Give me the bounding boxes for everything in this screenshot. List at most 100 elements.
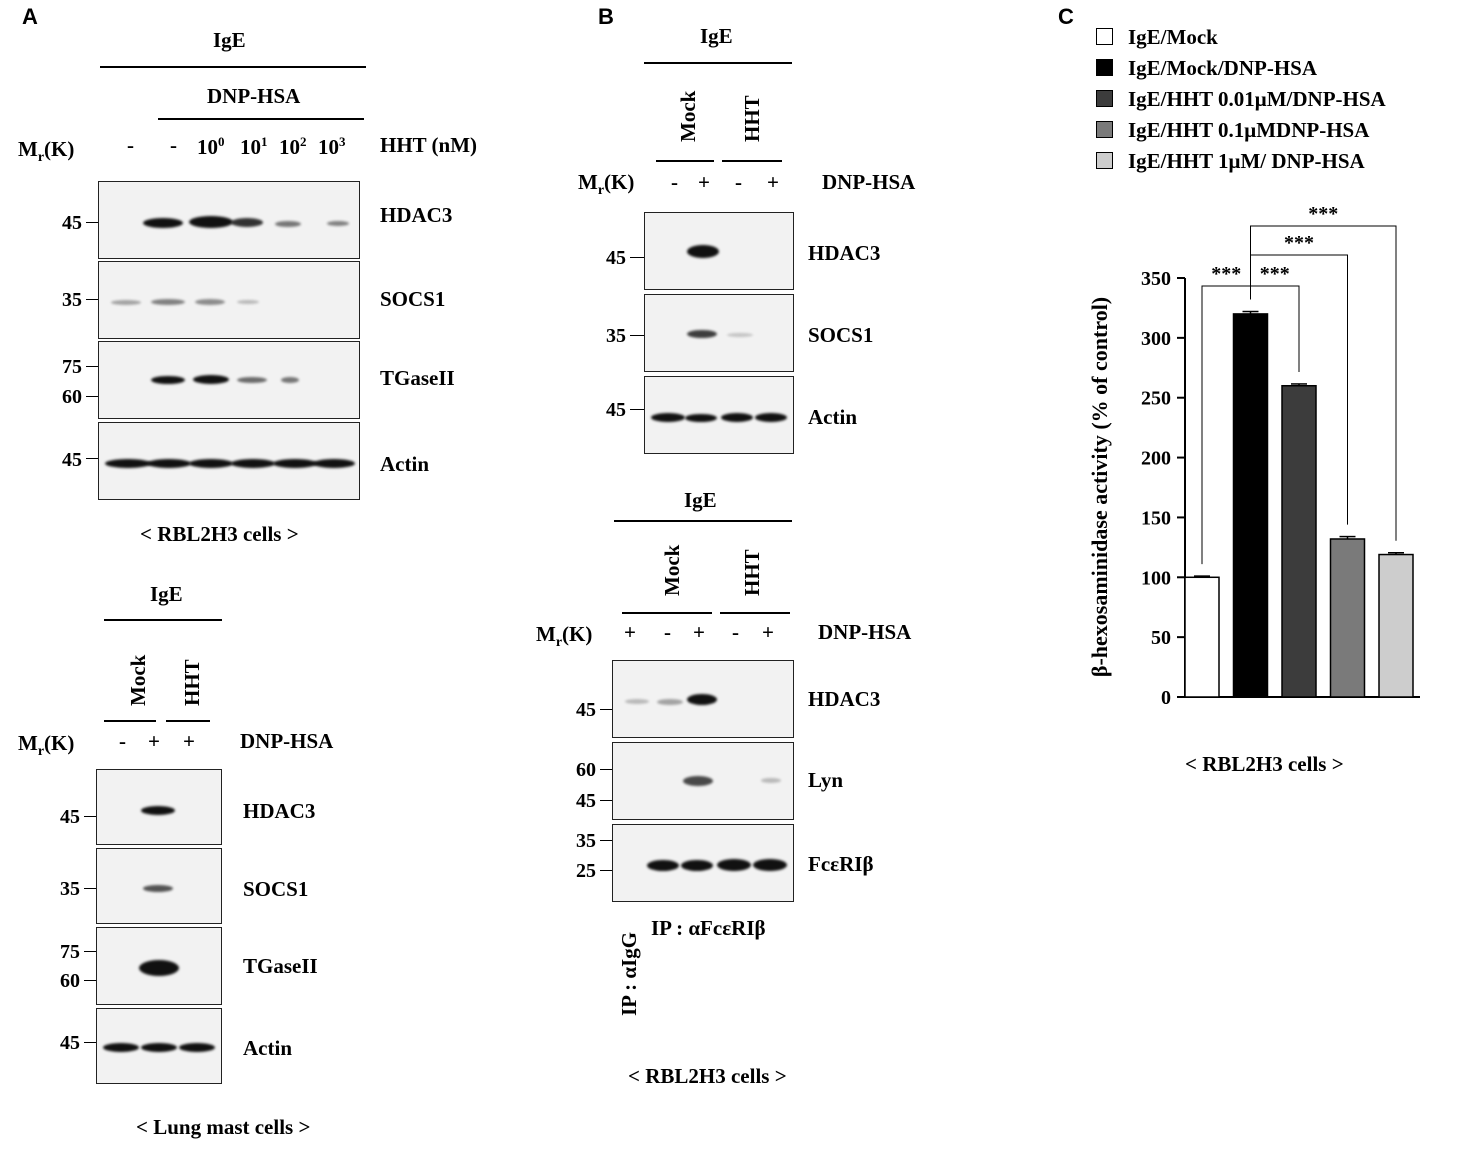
y-tick-label: 100 [1141,567,1171,589]
band [179,1043,215,1052]
a-bottom-mock-line [104,720,156,722]
a-bottom-protein-socs1: SOCS1 [243,877,309,901]
band [727,333,753,337]
band [141,806,175,815]
b-top-group-mock: Mock [676,90,700,142]
a-bottom-mw-actin: 45 [60,1032,80,1054]
band [237,300,259,304]
band [687,694,717,705]
b-top-mock-line [656,160,714,162]
significance-label: *** [1260,263,1290,285]
significance-label: *** [1211,263,1241,285]
a-bottom-protein-actin: Actin [243,1036,292,1060]
legend-label: IgE/Mock/DNP-HSA [1128,56,1317,80]
a-top-lane-1: - [127,133,134,157]
b-bottom-ip-igg-label: IP : αIgG [617,931,641,1016]
b-top-protein-socs1: SOCS1 [808,323,874,347]
b-bottom-sign-1: + [624,620,636,644]
b-top-mr-label: Mr(K) [578,170,635,199]
b-bottom-mock-line [622,612,712,614]
band [105,459,151,468]
a-top-mw-tgaseii-75: 75 [62,356,82,378]
a-top-blot-actin [98,422,360,500]
legend-label: IgE/HHT 1μM/ DNP-HSA [1128,149,1365,173]
band [313,459,355,468]
band [753,859,787,871]
b-bottom-mr-label: Mr(K) [536,622,593,651]
band [139,960,179,976]
mw-tick [86,299,98,300]
mw-tick [630,409,644,410]
band [721,413,753,422]
legend-label: IgE/HHT 0.1μMDNP-HSA [1128,118,1370,142]
bar [1184,576,1220,698]
band [143,218,183,228]
band [141,1043,177,1052]
b-top-mw-socs1: 35 [606,325,626,347]
b-top-treatment-label: DNP-HSA [822,170,916,194]
band [151,299,185,305]
legend-swatch [1096,28,1113,45]
b-top-mw-actin: 45 [606,399,626,421]
significance-bracket [1250,285,1300,372]
a-bottom-protein-tgaseii: TGaseII [243,954,318,978]
a-bottom-treatment-label: DNP-HSA [240,729,334,753]
y-tick-label: 0 [1161,687,1171,709]
a-bottom-sign-2: + [148,729,160,753]
panel-b-label: B [598,4,614,29]
a-top-lane-5: 102 [279,134,307,159]
a-top-dnp-line [158,118,364,120]
significance-label: *** [1284,232,1314,254]
a-bottom-mw-tgaseii-60: 60 [60,970,80,992]
a-bottom-mw-tgaseii-75: 75 [60,941,80,963]
b-bottom-ige-label: IgE [684,488,717,512]
a-bottom-group-hht: HHT [180,659,204,706]
mw-tick [84,1042,96,1043]
bar [1329,538,1366,698]
a-top-caption: < RBL2H3 cells > [140,522,299,546]
band [651,413,685,422]
y-axis-label: β-hexosaminidase activity (% of control) [1087,297,1112,677]
b-top-ige-label: IgE [700,24,733,48]
panel-a-label: A [22,4,38,29]
b-bottom-mw-lyn-60: 60 [576,759,596,781]
b-top-sign-1: - [671,170,678,194]
b-top-blot-hdac3 [644,212,794,290]
band [189,459,233,468]
a-bottom-ige-line [104,619,222,621]
band [683,776,713,786]
b-bottom-mw-fceri-35: 35 [576,830,596,852]
band [687,245,719,258]
a-top-blot-hdac3 [98,181,360,259]
a-top-lane-4: 101 [240,134,268,159]
a-bottom-ige-label: IgE [150,582,183,606]
b-top-sign-2: + [698,170,710,194]
b-bottom-blot-lyn [612,742,794,820]
legend-swatch [1096,59,1113,76]
b-top-protein-hdac3: HDAC3 [808,241,881,265]
c-caption: < RBL2H3 cells > [1185,752,1344,776]
y-tick-label: 50 [1151,627,1171,649]
b-top-protein-actin: Actin [808,405,857,429]
a-bottom-hht-line [166,720,210,722]
b-bottom-ip-fc-label: IP : αFcεRIβ [651,916,766,940]
a-top-dnp-label: DNP-HSA [207,84,301,108]
b-bottom-sign-2: - [664,620,671,644]
significance-label: *** [1308,203,1338,225]
a-top-mw-socs1: 35 [62,289,82,311]
b-top-hht-line [722,160,782,162]
b-bottom-group-mock: Mock [660,544,684,596]
a-bottom-blot-actin [96,1008,222,1084]
mw-tick [600,709,612,710]
bar [1378,553,1414,698]
band [717,859,751,871]
band [327,221,349,226]
mw-tick [86,222,98,223]
y-tick-label: 300 [1141,328,1171,350]
b-bottom-sign-4: - [732,620,739,644]
mw-tick [86,458,98,459]
y-tick-label: 350 [1141,268,1171,290]
b-bottom-group-hht: HHT [740,549,764,596]
a-top-protein-tgaseii: TGaseII [380,366,455,390]
band [143,885,173,892]
